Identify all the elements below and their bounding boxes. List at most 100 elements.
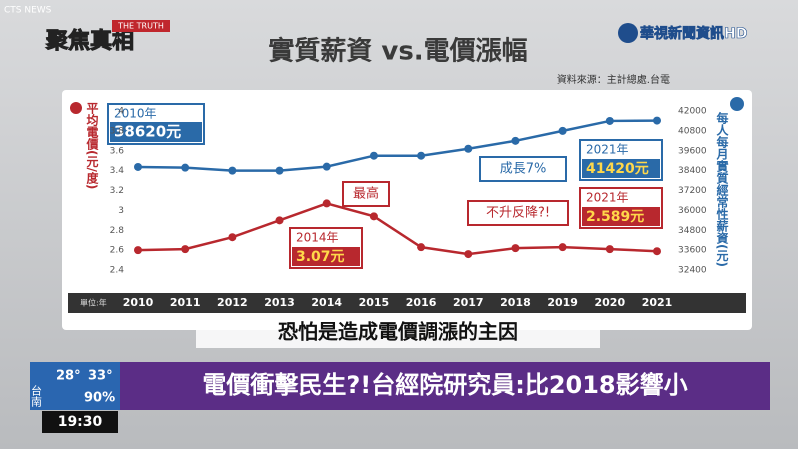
- value-label: 38620元: [114, 123, 181, 141]
- humidity: 90%: [84, 391, 115, 406]
- annotation: 成長7%: [500, 162, 547, 177]
- point: [558, 243, 567, 252]
- label-bg: [582, 207, 660, 226]
- show-logo: 聚焦真相: [45, 28, 134, 54]
- y2-tick-label: 40800: [678, 126, 707, 136]
- y-tick-label: 2.4: [110, 266, 125, 276]
- label-bg: [292, 247, 360, 266]
- x-tick-label: 2020: [595, 296, 626, 309]
- x-axis-bar: [68, 293, 746, 313]
- y-tick-label: 2.6: [110, 246, 125, 256]
- point: [275, 216, 284, 225]
- headline-bg: [120, 362, 770, 410]
- y2-tick-label: 42000: [678, 107, 707, 117]
- source: 資料來源：主計總處.台電: [557, 73, 670, 86]
- y2-axis-label: 每人每月實質經常性薪資(元): [715, 111, 729, 267]
- headline: 電價衝擊民生?!台經院研究員:比2018影響小: [202, 371, 687, 399]
- point: [181, 163, 190, 172]
- brand: 華視新聞資訊HD: [640, 25, 747, 42]
- note-box: [479, 156, 567, 182]
- x-tick-label: 2019: [547, 296, 578, 309]
- power-icon: [70, 102, 82, 114]
- y2-tick-label: 37200: [678, 186, 707, 196]
- point: [181, 245, 190, 254]
- point: [228, 166, 237, 175]
- x-tick-label: 2010: [123, 296, 154, 309]
- tag-bg: [112, 20, 170, 32]
- value-label: 2.589元: [586, 209, 644, 225]
- annotation: 最高: [353, 186, 379, 202]
- x-tick-label: 2017: [453, 296, 484, 309]
- annotation: 2014年: [296, 231, 339, 245]
- value-label: 3.07元: [296, 249, 345, 265]
- time-bg: [42, 411, 118, 433]
- annotation: 2010年: [114, 107, 157, 121]
- point: [369, 151, 378, 160]
- y2-tick-label: 38400: [678, 166, 707, 176]
- x-unit: 單位:年: [80, 298, 107, 308]
- point: [558, 126, 567, 135]
- label-bg: [110, 122, 202, 142]
- y-tick-label: 3.2: [110, 186, 124, 196]
- point: [134, 162, 142, 171]
- y2-tick-label: 34800: [678, 226, 707, 236]
- point: [464, 144, 473, 153]
- y-tick-label: 3.8: [110, 126, 125, 136]
- point: [511, 244, 520, 253]
- city: 台南: [30, 384, 43, 407]
- point: [653, 247, 661, 256]
- point: [653, 116, 661, 125]
- value-label: 41420元: [586, 161, 649, 177]
- note-box: [467, 200, 569, 226]
- point: [369, 212, 378, 221]
- note-box: [342, 181, 390, 207]
- caption: 恐怕是造成電價調漲的主因: [278, 320, 518, 344]
- x-tick-label: 2021: [642, 296, 673, 309]
- time: 19:30: [58, 414, 103, 430]
- x-tick-label: 2015: [359, 296, 390, 309]
- y-tick-label: 4: [118, 107, 124, 117]
- x-tick-label: 2016: [406, 296, 437, 309]
- show-tag: THE TRUTH: [117, 22, 164, 31]
- y-tick-label: 3: [118, 206, 124, 216]
- series-line: [137, 202, 658, 256]
- point: [322, 199, 331, 208]
- point: [605, 116, 614, 125]
- label-bg: [582, 159, 660, 178]
- x-tick-label: 2011: [170, 296, 201, 309]
- point: [464, 250, 473, 259]
- point: [322, 162, 331, 171]
- temp-low: 28°: [56, 369, 81, 384]
- brand-icon: [618, 23, 638, 43]
- annotation: 2021年: [586, 143, 629, 157]
- y-axis-label: 平均電價(元/度): [85, 102, 99, 190]
- point: [511, 136, 520, 145]
- temp-high: 33°: [88, 369, 113, 384]
- y2-tick-label: 33600: [678, 246, 707, 256]
- y-tick-label: 3.4: [110, 166, 125, 176]
- point: [228, 233, 237, 242]
- point: [417, 243, 426, 252]
- x-tick-label: 2014: [311, 296, 342, 309]
- point: [275, 166, 284, 175]
- y2-tick-label: 39600: [678, 146, 707, 156]
- annotation: 不升反降?!: [486, 206, 550, 221]
- y-tick-label: 2.8: [110, 226, 125, 236]
- y2-tick-label: 36000: [678, 206, 707, 216]
- chart-title: 實質薪資 vs.電價漲幅: [268, 36, 527, 67]
- annotation: 2021年: [586, 191, 629, 205]
- x-tick-label: 2012: [217, 296, 248, 309]
- point: [605, 245, 614, 254]
- caption-bg: [196, 318, 600, 348]
- x-tick-label: 2018: [500, 296, 531, 309]
- wage-icon: [730, 97, 744, 111]
- y2-tick-label: 32400: [678, 266, 707, 276]
- y-tick-label: 3.6: [110, 146, 125, 156]
- point: [134, 246, 142, 255]
- channel: CTS NEWS: [4, 6, 52, 16]
- weather-bg: [30, 362, 120, 410]
- series-line: [137, 119, 658, 172]
- x-tick-label: 2013: [264, 296, 295, 309]
- point: [417, 151, 426, 160]
